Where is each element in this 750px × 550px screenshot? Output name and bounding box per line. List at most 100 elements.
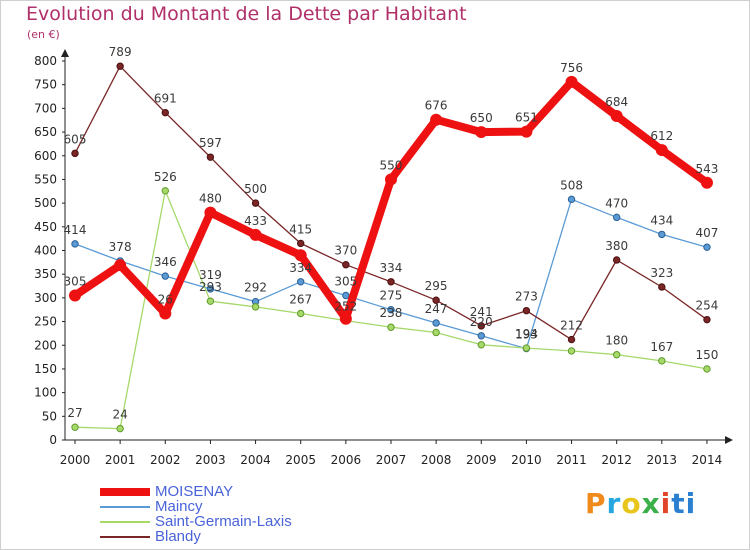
x-tick-label: 2000 [60,453,91,467]
data-point [612,256,621,264]
data-label: 212 [560,319,583,333]
data-point [700,176,713,189]
data-label: 470 [605,196,628,210]
data-point [522,306,531,315]
data-point [71,240,79,248]
y-tick-label: 800 [34,54,57,68]
data-point [206,153,215,161]
data-point [477,332,485,340]
legend-swatch [100,488,150,496]
data-label: 241 [470,305,493,319]
x-tick-label: 2008 [421,453,452,467]
x-tick-label: 2002 [150,453,181,467]
x-tick-label: 2014 [692,453,723,467]
data-label: 180 [605,334,628,348]
data-point [520,125,533,138]
unit-label: (en €) [27,28,60,41]
data-label: 220 [470,315,493,329]
y-tick-label: 750 [34,78,57,92]
data-point [658,357,666,365]
data-label: 407 [696,226,719,240]
y-tick-label: 400 [34,244,57,258]
data-point [475,126,488,139]
data-point [612,213,621,222]
data-label: 252 [334,300,357,314]
data-point [297,239,305,248]
data-label: 605 [64,132,87,146]
data-point [384,173,397,186]
y-tick-label: 500 [34,196,57,210]
data-point [339,312,352,325]
data-label: 193 [515,328,538,342]
data-label: 684 [605,95,628,109]
data-point [432,296,440,304]
y-tick-label: 250 [34,315,57,329]
data-point [71,149,79,158]
y-tick-label: 50 [42,409,57,423]
data-point [387,278,395,286]
data-point [567,335,576,344]
legend-item: Maincy [100,498,360,515]
x-tick-label: 2012 [601,453,632,467]
data-point [703,243,711,251]
data-label: 500 [244,182,267,196]
x-axis-arrow [725,436,733,444]
data-label: 24 [112,408,127,422]
data-point [342,261,350,269]
data-label: 414 [64,223,87,237]
data-label: 526 [154,170,177,184]
data-label: 293 [199,280,222,294]
legend-item: MOISENAY [100,483,360,500]
data-label: 380 [605,239,628,253]
legend-swatch [100,536,150,538]
data-point [114,259,127,272]
y-tick-label: 450 [34,220,57,234]
data-label: 267 [289,293,312,307]
legend-item: Blandy [100,528,360,545]
data-point [71,423,79,431]
x-tick-label: 2010 [511,453,542,467]
data-point [567,347,576,355]
data-label: 27 [67,406,82,420]
data-label: 238 [380,306,403,320]
data-label: 295 [425,279,448,293]
data-label: 415 [289,222,312,236]
data-point [249,228,262,241]
data-point [387,323,395,331]
data-label: 378 [109,240,132,254]
data-point [116,62,124,70]
data-label: 167 [650,340,673,354]
y-tick-label: 150 [34,362,57,376]
legend-swatch [100,521,150,523]
data-label: 676 [425,99,448,113]
chart-title: Evolution du Montant de la Dette par Hab… [26,3,467,25]
y-tick-label: 350 [34,267,57,281]
data-point [206,285,215,293]
legend-label: Blandy [155,528,201,545]
y-tick-label: 600 [34,149,57,163]
data-label: 433 [244,214,267,228]
data-label: 305 [334,275,357,289]
data-label: 550 [380,158,403,172]
data-point [342,291,350,300]
data-label: 323 [650,266,673,280]
data-label: 26 [158,293,173,307]
data-point [387,306,395,314]
x-tick-label: 2013 [647,453,678,467]
legend-label: Saint-Germain-Laxis [155,513,292,530]
x-tick-label: 2005 [285,453,316,467]
y-axis-arrow [61,49,69,57]
data-label: 543 [696,162,719,176]
x-tick-label: 2011 [556,453,587,467]
data-point [658,283,666,291]
data-point [206,297,215,305]
y-tick-label: 300 [34,291,57,305]
x-tick-label: 2003 [195,453,226,467]
data-label: 508 [560,178,583,192]
data-point [116,424,124,433]
data-point [610,109,623,122]
data-point [251,303,260,311]
data-point [294,249,307,262]
proxiti-logo: Proxiti [585,487,697,520]
data-point [477,322,485,330]
